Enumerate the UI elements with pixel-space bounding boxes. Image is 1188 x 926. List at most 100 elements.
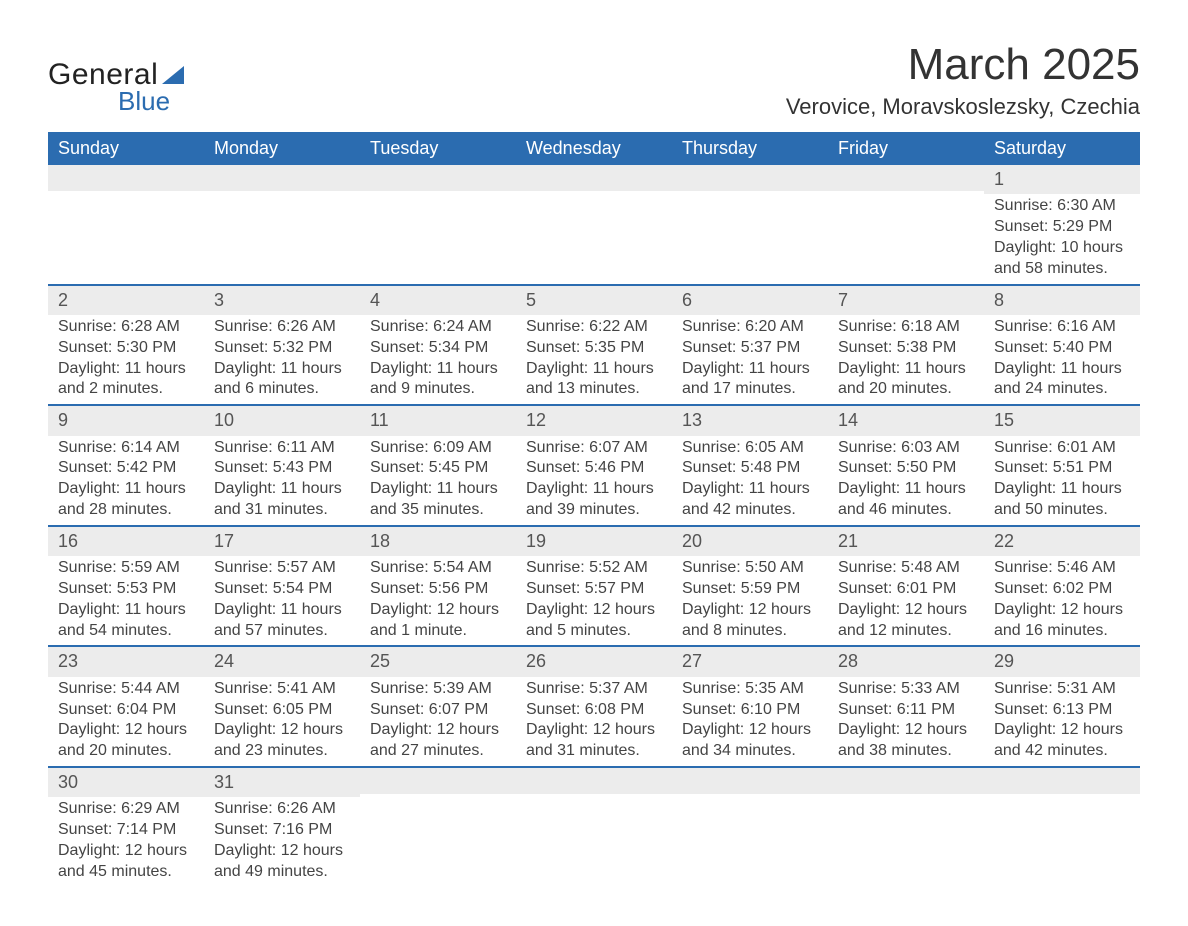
day-cell: 6Sunrise: 6:20 AMSunset: 5:37 PMDaylight… (672, 285, 828, 406)
day-number: 24 (204, 647, 360, 676)
day-cell: 15Sunrise: 6:01 AMSunset: 5:51 PMDayligh… (984, 405, 1140, 526)
sunrise-text: Sunrise: 6:16 AM (994, 317, 1130, 338)
day-info: Sunrise: 5:54 AMSunset: 5:56 PMDaylight:… (360, 556, 516, 645)
day-info: Sunrise: 5:44 AMSunset: 6:04 PMDaylight:… (48, 677, 204, 766)
week-row: 23Sunrise: 5:44 AMSunset: 6:04 PMDayligh… (48, 646, 1140, 767)
daylight-text: Daylight: 12 hours and 16 minutes. (994, 600, 1130, 642)
daylight-text: Daylight: 11 hours and 9 minutes. (370, 359, 506, 401)
title-block: March 2025 Verovice, Moravskoslezsky, Cz… (786, 40, 1140, 120)
week-row: 9Sunrise: 6:14 AMSunset: 5:42 PMDaylight… (48, 405, 1140, 526)
sunset-text: Sunset: 5:35 PM (526, 338, 662, 359)
sunrise-text: Sunrise: 6:01 AM (994, 438, 1130, 459)
day-info: Sunrise: 6:26 AMSunset: 5:32 PMDaylight:… (204, 315, 360, 404)
sunrise-text: Sunrise: 6:18 AM (838, 317, 974, 338)
day-number: 13 (672, 406, 828, 435)
sunrise-text: Sunrise: 5:54 AM (370, 558, 506, 579)
day-cell: 31Sunrise: 6:26 AMSunset: 7:16 PMDayligh… (204, 767, 360, 887)
sunrise-text: Sunrise: 6:07 AM (526, 438, 662, 459)
sunrise-text: Sunrise: 6:26 AM (214, 799, 350, 820)
sunset-text: Sunset: 5:46 PM (526, 458, 662, 479)
daylight-text: Daylight: 12 hours and 42 minutes. (994, 720, 1130, 762)
day-number (360, 165, 516, 191)
sunset-text: Sunset: 6:01 PM (838, 579, 974, 600)
sunrise-text: Sunrise: 5:39 AM (370, 679, 506, 700)
sunrise-text: Sunrise: 5:48 AM (838, 558, 974, 579)
day-cell: 20Sunrise: 5:50 AMSunset: 5:59 PMDayligh… (672, 526, 828, 647)
day-number (828, 768, 984, 794)
day-cell (516, 767, 672, 887)
day-number (48, 165, 204, 191)
day-cell: 3Sunrise: 6:26 AMSunset: 5:32 PMDaylight… (204, 285, 360, 406)
day-number: 2 (48, 286, 204, 315)
day-cell (828, 767, 984, 887)
sunset-text: Sunset: 6:11 PM (838, 700, 974, 721)
day-info: Sunrise: 6:11 AMSunset: 5:43 PMDaylight:… (204, 436, 360, 525)
sunrise-text: Sunrise: 5:46 AM (994, 558, 1130, 579)
sunset-text: Sunset: 5:43 PM (214, 458, 350, 479)
day-info: Sunrise: 5:57 AMSunset: 5:54 PMDaylight:… (204, 556, 360, 645)
day-cell (360, 767, 516, 887)
sunset-text: Sunset: 5:34 PM (370, 338, 506, 359)
sunrise-text: Sunrise: 6:11 AM (214, 438, 350, 459)
daylight-text: Daylight: 11 hours and 6 minutes. (214, 359, 350, 401)
day-info: Sunrise: 6:29 AMSunset: 7:14 PMDaylight:… (48, 797, 204, 886)
day-header: Sunday (48, 132, 204, 165)
day-number: 8 (984, 286, 1140, 315)
day-cell (828, 165, 984, 285)
daylight-text: Daylight: 12 hours and 27 minutes. (370, 720, 506, 762)
day-header: Friday (828, 132, 984, 165)
sunset-text: Sunset: 5:56 PM (370, 579, 506, 600)
day-info: Sunrise: 5:41 AMSunset: 6:05 PMDaylight:… (204, 677, 360, 766)
day-cell (360, 165, 516, 285)
day-cell: 18Sunrise: 5:54 AMSunset: 5:56 PMDayligh… (360, 526, 516, 647)
sunset-text: Sunset: 5:45 PM (370, 458, 506, 479)
week-row: 16Sunrise: 5:59 AMSunset: 5:53 PMDayligh… (48, 526, 1140, 647)
sunrise-text: Sunrise: 5:52 AM (526, 558, 662, 579)
day-header-row: Sunday Monday Tuesday Wednesday Thursday… (48, 132, 1140, 165)
day-cell (672, 165, 828, 285)
day-info: Sunrise: 6:20 AMSunset: 5:37 PMDaylight:… (672, 315, 828, 404)
daylight-text: Daylight: 11 hours and 42 minutes. (682, 479, 818, 521)
day-cell: 2Sunrise: 6:28 AMSunset: 5:30 PMDaylight… (48, 285, 204, 406)
day-number: 5 (516, 286, 672, 315)
logo: General Blue (48, 40, 184, 117)
location-text: Verovice, Moravskoslezsky, Czechia (786, 94, 1140, 120)
sunrise-text: Sunrise: 6:29 AM (58, 799, 194, 820)
day-cell (984, 767, 1140, 887)
sunset-text: Sunset: 6:05 PM (214, 700, 350, 721)
day-number: 6 (672, 286, 828, 315)
day-number (516, 768, 672, 794)
day-info: Sunrise: 6:26 AMSunset: 7:16 PMDaylight:… (204, 797, 360, 886)
day-cell: 27Sunrise: 5:35 AMSunset: 6:10 PMDayligh… (672, 646, 828, 767)
sunset-text: Sunset: 5:53 PM (58, 579, 194, 600)
sunrise-text: Sunrise: 5:50 AM (682, 558, 818, 579)
sunrise-text: Sunrise: 5:41 AM (214, 679, 350, 700)
sunset-text: Sunset: 5:42 PM (58, 458, 194, 479)
daylight-text: Daylight: 11 hours and 24 minutes. (994, 359, 1130, 401)
day-header: Wednesday (516, 132, 672, 165)
day-cell: 29 Sunrise: 5:31 AMSunset: 6:13 PMDayligh… (984, 646, 1140, 767)
day-info: Sunrise: 5:39 AMSunset: 6:07 PMDaylight:… (360, 677, 516, 766)
daylight-text: Daylight: 11 hours and 54 minutes. (58, 600, 194, 642)
day-number: 29 (984, 647, 1140, 676)
sunset-text: Sunset: 6:10 PM (682, 700, 818, 721)
daylight-text: Daylight: 11 hours and 57 minutes. (214, 600, 350, 642)
day-cell: 9Sunrise: 6:14 AMSunset: 5:42 PMDaylight… (48, 405, 204, 526)
sunset-text: Sunset: 6:02 PM (994, 579, 1130, 600)
sunset-text: Sunset: 6:13 PM (994, 700, 1130, 721)
day-number: 30 (48, 768, 204, 797)
day-info: Sunrise: 6:05 AMSunset: 5:48 PMDaylight:… (672, 436, 828, 525)
day-cell: 11Sunrise: 6:09 AMSunset: 5:45 PMDayligh… (360, 405, 516, 526)
sunrise-text: Sunrise: 5:37 AM (526, 679, 662, 700)
day-number (204, 165, 360, 191)
daylight-text: Daylight: 11 hours and 50 minutes. (994, 479, 1130, 521)
logo-triangle-icon (162, 66, 184, 84)
day-number: 21 (828, 527, 984, 556)
day-info: Sunrise: 6:28 AMSunset: 5:30 PMDaylight:… (48, 315, 204, 404)
day-number: 15 (984, 406, 1140, 435)
sunrise-text: Sunrise: 5:57 AM (214, 558, 350, 579)
sunrise-text: Sunrise: 5:31 AM (994, 679, 1130, 700)
daylight-text: Daylight: 11 hours and 46 minutes. (838, 479, 974, 521)
day-number: 11 (360, 406, 516, 435)
week-row: 30Sunrise: 6:29 AMSunset: 7:14 PMDayligh… (48, 767, 1140, 887)
